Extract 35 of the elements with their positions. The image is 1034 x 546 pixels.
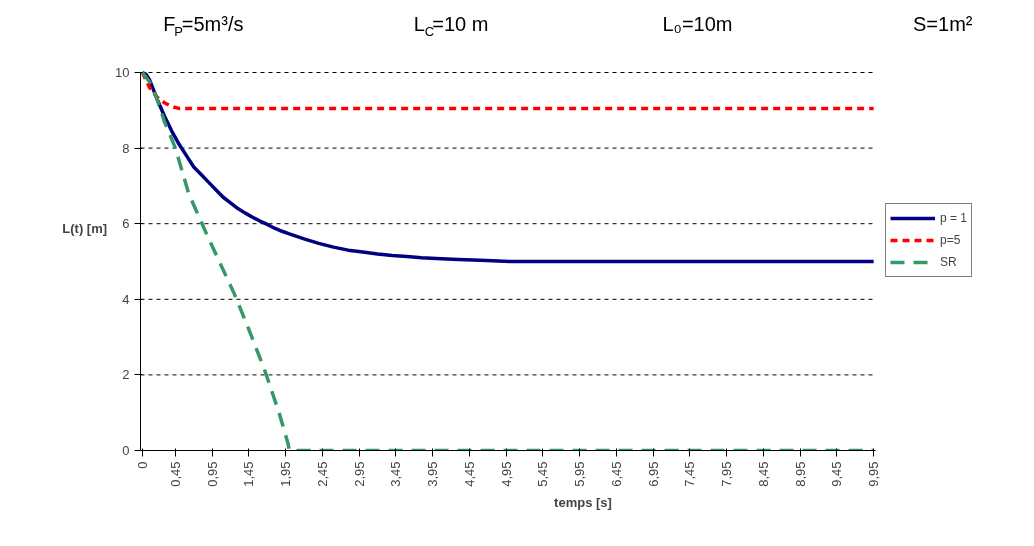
text: S=1m² — [913, 12, 973, 35]
x-tick-label: 0,95 — [204, 461, 220, 487]
x-tick-label: 3,95 — [425, 461, 441, 487]
y-tick-label: 4 — [122, 291, 130, 307]
x-tick-label: 2,95 — [351, 461, 367, 487]
legend-label: SR — [940, 255, 958, 269]
x-tick-label: 5,95 — [572, 461, 588, 487]
x-axis-title: temps [s] — [554, 494, 612, 510]
y-tick-label: 0 — [122, 443, 130, 458]
x-tick-label: 7,95 — [719, 461, 735, 487]
x-tick-label: 7,45 — [682, 461, 698, 487]
x-tick-label: 9,45 — [829, 461, 845, 487]
y-tick-label: 10 — [115, 65, 130, 80]
text: L₀=10m — [662, 12, 733, 35]
x-tick-label: 4,45 — [461, 461, 477, 487]
x-tick-label: 8,95 — [792, 461, 808, 487]
line-series — [140, 70, 876, 264]
x-tick-label: 2,45 — [314, 461, 330, 487]
y-tick-label: 6 — [122, 216, 130, 232]
x-tick-label: 1,95 — [278, 461, 294, 487]
y-tick-label: 2 — [122, 367, 130, 383]
x-tick-label: 0 — [134, 461, 150, 469]
legend-label: p=5 — [940, 233, 961, 247]
x-tick-label: 3,45 — [388, 461, 404, 487]
legend-label: p = 1 — [940, 211, 968, 225]
x-tick-label: 6,45 — [608, 461, 624, 487]
x-tick-label: 5,45 — [535, 461, 551, 487]
x-tick-label: 6,95 — [645, 461, 661, 487]
y-tick-label: 8 — [122, 140, 130, 156]
x-tick-label: 9,95 — [866, 461, 882, 487]
x-tick-label: 0,45 — [167, 461, 183, 487]
x-tick-label: 4,95 — [498, 461, 514, 487]
y-axis-title: L(t) [m] — [62, 220, 108, 236]
x-tick-label: 1,45 — [241, 461, 257, 487]
x-tick-label: 8,45 — [755, 461, 771, 487]
